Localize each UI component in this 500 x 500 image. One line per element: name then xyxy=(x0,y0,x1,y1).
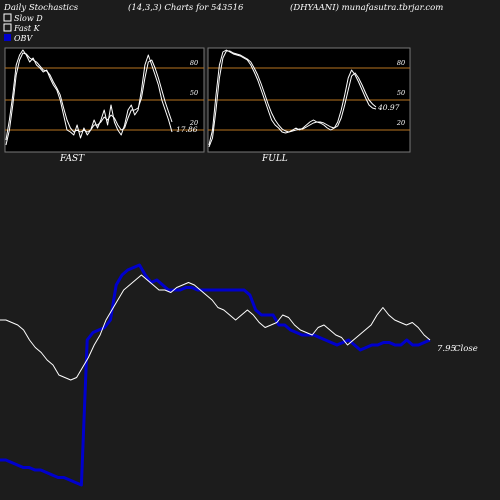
obv-line xyxy=(0,263,431,487)
full-tick-80: 80 xyxy=(397,59,405,67)
full-panel-title: FULL xyxy=(261,154,288,164)
close-last-value: 7.95 xyxy=(437,344,456,354)
header-source: (DHYAANI) munafasutra.tbrjar.com xyxy=(290,2,443,13)
full-tick-20: 20 xyxy=(396,119,405,127)
fast-slow-d-line xyxy=(5,52,173,146)
close-label: Close xyxy=(454,344,478,354)
full-tick-50: 50 xyxy=(397,89,405,97)
fast-fast-k-line xyxy=(5,49,173,141)
legend: Slow D Fast K OBV xyxy=(3,13,43,43)
fast-last-value: 17.86 xyxy=(176,125,198,134)
full-slow-d-line xyxy=(208,50,377,148)
full-panel: 80 50 20 40.97 FULL xyxy=(207,47,411,164)
legend-swatch-obv xyxy=(4,34,11,41)
fast-tick-80: 80 xyxy=(190,59,198,67)
price-obv-series xyxy=(0,263,431,487)
legend-swatch-fast-k xyxy=(3,23,12,32)
legend-label-slow-d: Slow D xyxy=(14,14,43,23)
fast-panel: 80 50 20 17.86 FAST xyxy=(4,47,205,164)
fast-tick-20: 20 xyxy=(189,119,198,127)
legend-swatch-slow-d xyxy=(3,13,12,22)
fast-series xyxy=(5,49,173,146)
full-series xyxy=(208,49,377,148)
legend-label-obv: OBV xyxy=(14,34,33,43)
full-last-value: 40.97 xyxy=(377,103,400,112)
legend-label-fast-k: Fast K xyxy=(13,24,41,33)
fast-panel-title: FAST xyxy=(59,154,85,164)
header-title: Daily Stochastics xyxy=(3,3,79,13)
close-price-line xyxy=(0,274,431,381)
header-symbol: (14,3,3) Charts for 543516 xyxy=(128,2,244,13)
full-fast-k-line xyxy=(208,49,377,146)
fast-tick-50: 50 xyxy=(190,89,198,97)
